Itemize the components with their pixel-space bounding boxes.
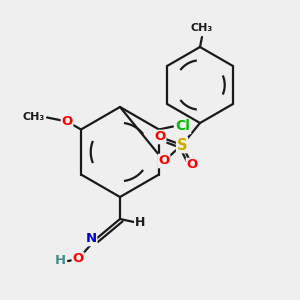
Text: S: S <box>177 137 187 152</box>
Text: O: O <box>72 253 84 266</box>
Text: O: O <box>186 158 198 172</box>
Text: O: O <box>158 154 169 167</box>
Text: N: N <box>85 232 97 245</box>
Text: O: O <box>154 130 166 143</box>
Text: CH₃: CH₃ <box>191 23 213 33</box>
Text: H: H <box>54 254 66 268</box>
Text: O: O <box>61 115 73 128</box>
Text: CH₃: CH₃ <box>23 112 45 122</box>
Text: Cl: Cl <box>176 119 190 134</box>
Text: H: H <box>135 217 145 230</box>
